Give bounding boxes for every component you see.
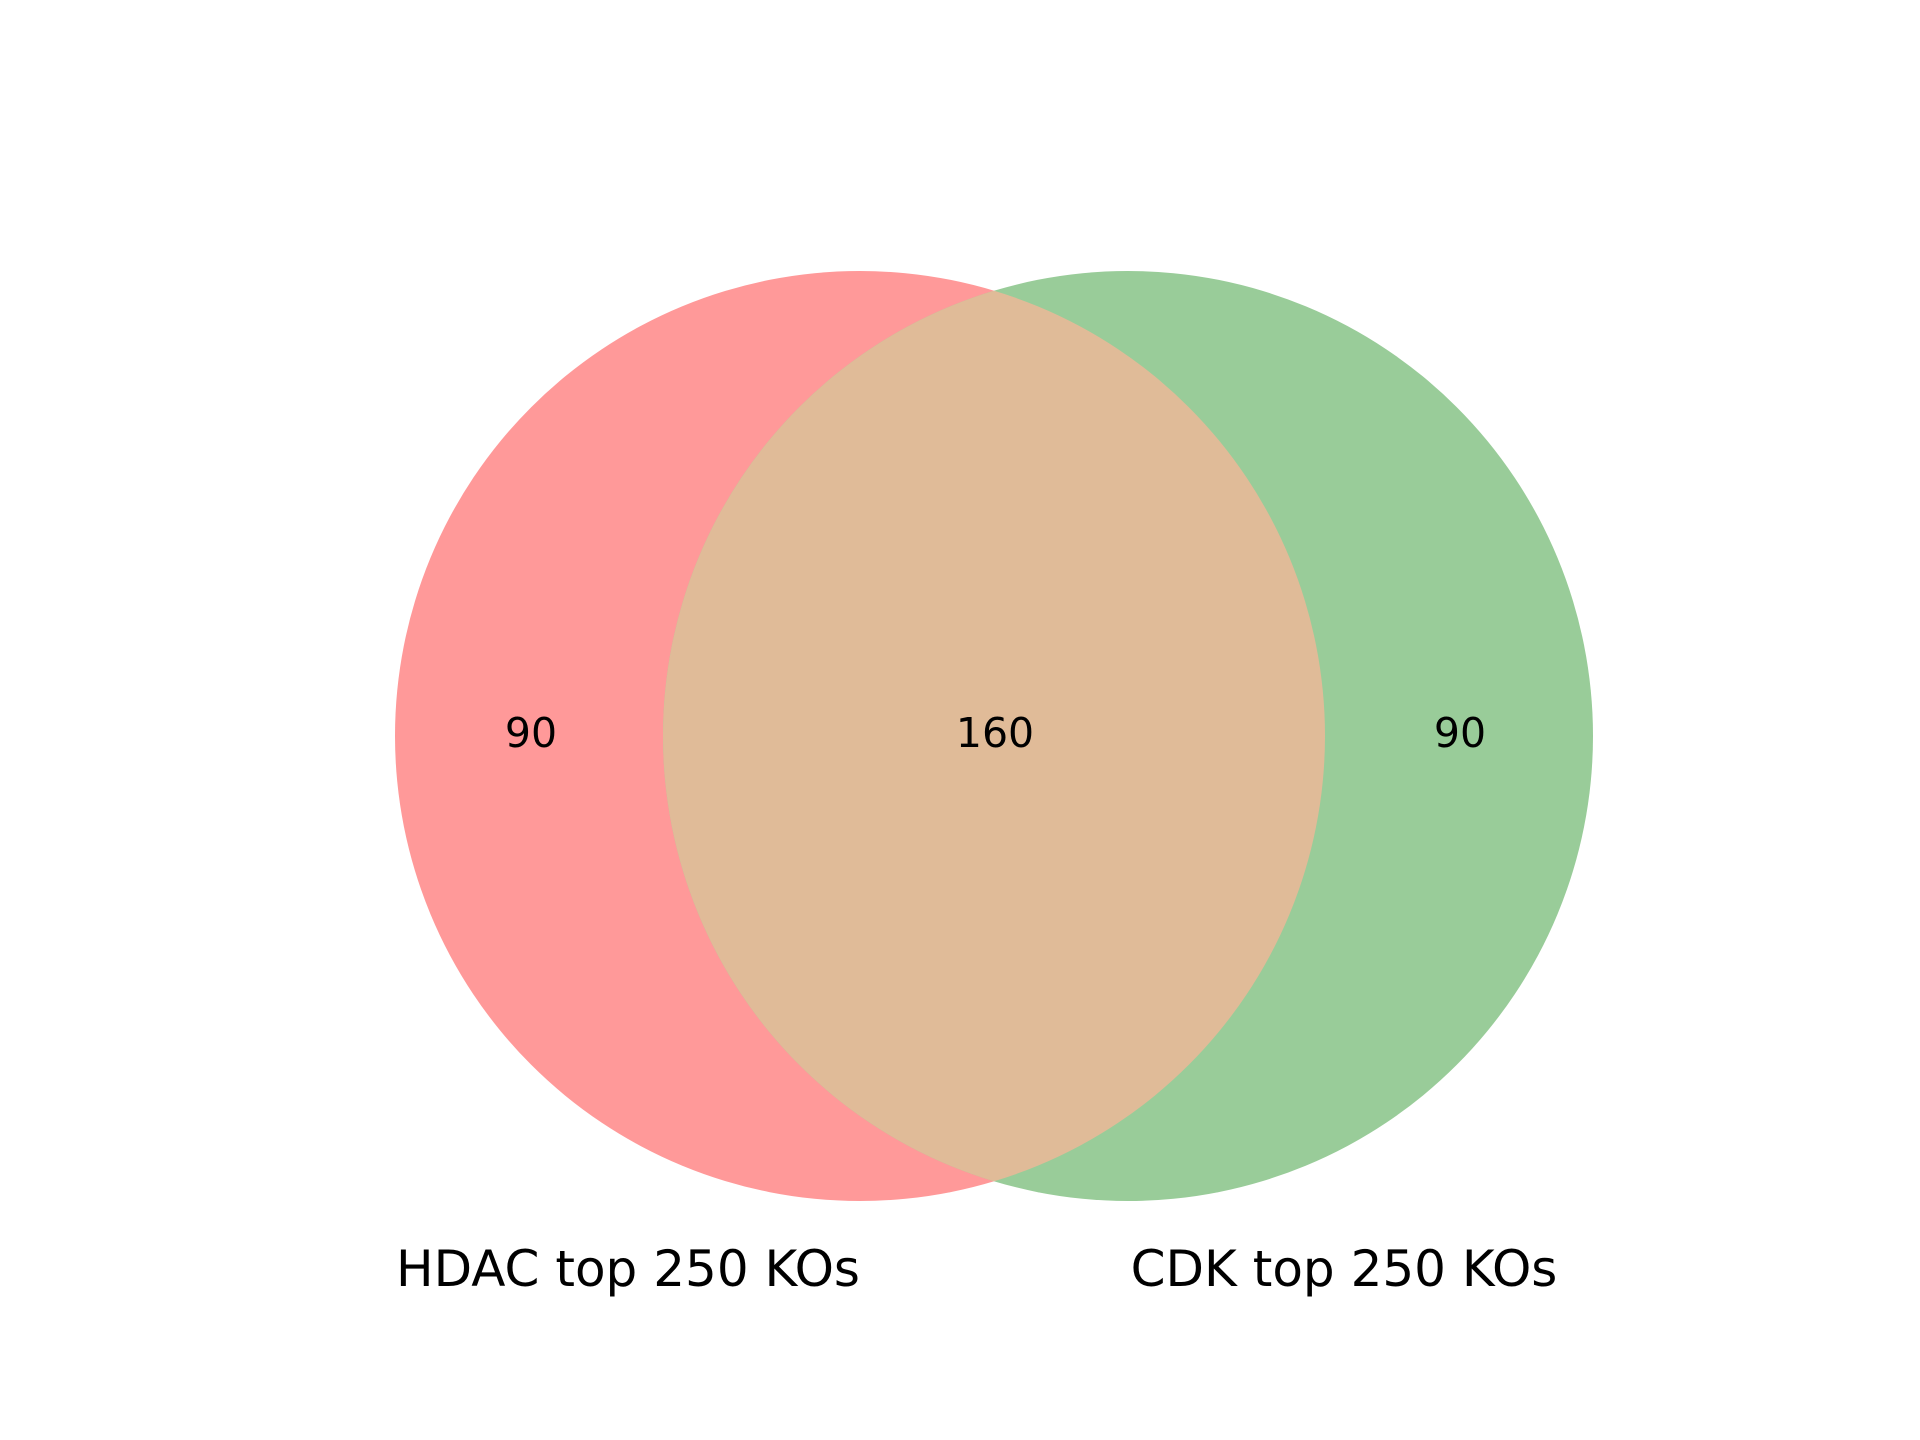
overlap-count: 160	[956, 709, 1034, 757]
hdac-set-label: HDAC top 250 KOs	[396, 1240, 860, 1298]
cdk-only-count: 90	[1434, 709, 1486, 757]
overlap-region	[663, 271, 1325, 1201]
cdk-set-label: CDK top 250 KOs	[1131, 1240, 1558, 1298]
hdac-only-count: 90	[505, 709, 557, 757]
